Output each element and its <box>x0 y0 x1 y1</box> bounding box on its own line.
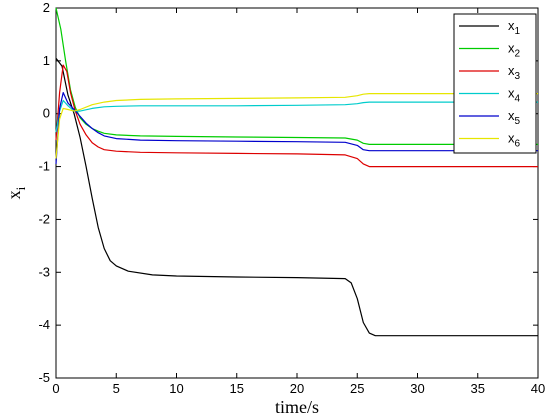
legend-label: x5 <box>508 108 521 127</box>
legend-label-subscript: 3 <box>515 71 521 82</box>
series-line-x3 <box>55 64 538 168</box>
y-tick-label: 0 <box>43 106 50 121</box>
legend-label-base: x <box>508 63 515 78</box>
legend-label-subscript: 2 <box>515 49 521 60</box>
series-line-x4 <box>55 99 538 133</box>
legend-box <box>453 13 537 154</box>
legend-label-subscript: 4 <box>515 94 521 105</box>
x-tick-label: 40 <box>531 381 545 396</box>
legend-label: x2 <box>508 41 521 60</box>
y-axis-label: xi <box>4 186 28 199</box>
legend-label: x6 <box>508 131 521 150</box>
y-tick-label: -4 <box>38 317 50 332</box>
series-line-x1 <box>55 57 538 337</box>
legend-label-subscript: 1 <box>515 26 521 37</box>
x-tick-label: 15 <box>230 381 244 396</box>
legend-label-base: x <box>508 41 515 56</box>
y-axis-label-subscript: i <box>13 186 28 190</box>
legend-label-base: x <box>508 86 515 101</box>
legend-label-base: x <box>508 108 515 123</box>
y-tick-label: -5 <box>38 370 50 385</box>
series-layer <box>55 7 538 337</box>
legend-label: x1 <box>508 18 521 37</box>
legend-label-subscript: 6 <box>515 139 521 150</box>
y-tick-label: -3 <box>38 264 50 279</box>
legend-label-base: x <box>508 18 515 33</box>
legend-label-base: x <box>508 131 515 146</box>
y-tick-label: -1 <box>38 159 50 174</box>
x-tick-label: 35 <box>471 381 485 396</box>
x-axis-label: time/s <box>275 397 319 417</box>
x-tick-label: 10 <box>169 381 183 396</box>
y-axis-label-base: x <box>4 190 24 199</box>
axis-ticks <box>55 7 539 379</box>
x-tick-label: 5 <box>113 381 120 396</box>
x-tick-label: 20 <box>290 381 304 396</box>
series-line-x2 <box>55 7 538 145</box>
y-tick-label: 1 <box>43 53 50 68</box>
x-tick-label: 25 <box>350 381 364 396</box>
legend-label-subscript: 5 <box>515 116 521 127</box>
x-tick-label: 30 <box>410 381 424 396</box>
y-tick-label: 2 <box>43 0 50 15</box>
legend-label: x3 <box>508 63 521 82</box>
legend-label: x4 <box>508 86 521 105</box>
x-tick-label: 0 <box>52 381 59 396</box>
series-line-x6 <box>55 92 538 159</box>
series-line-x5 <box>55 91 538 164</box>
y-tick-label: -2 <box>38 211 50 226</box>
